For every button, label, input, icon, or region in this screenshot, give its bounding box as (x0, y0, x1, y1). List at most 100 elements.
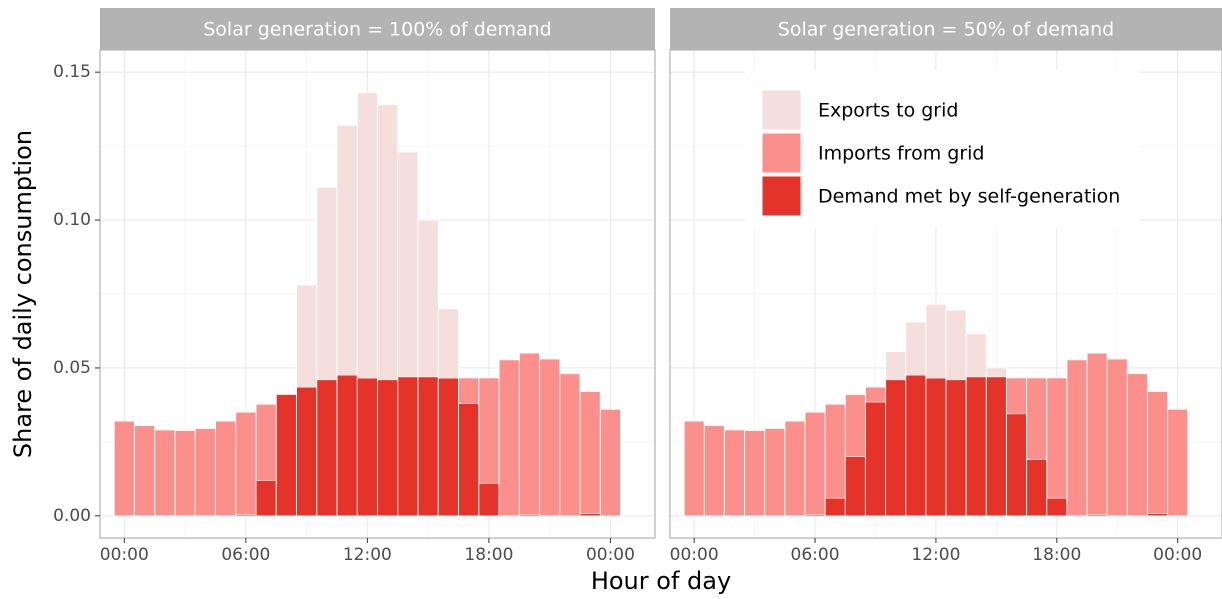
x-tick-label: 18:00 (464, 545, 513, 565)
bar-segment (784, 420, 806, 517)
bar-segment (986, 367, 1007, 378)
bar-segment (905, 374, 926, 517)
bar-segment (925, 304, 947, 379)
bar-segment (885, 379, 906, 517)
legend-label: Imports from grid (818, 143, 984, 165)
bar-segment (458, 403, 479, 517)
bar-segment (1026, 459, 1047, 517)
bar-segment (1066, 359, 1088, 517)
bar-segment (316, 379, 338, 517)
bar-segment (1026, 377, 1047, 460)
x-tick-label: 00:00 (1153, 545, 1202, 565)
y-tick-label: 0.05 (53, 358, 91, 378)
bar-segment (684, 420, 705, 517)
bar-segment (336, 374, 358, 517)
bar-segment (478, 377, 500, 484)
bar-segment (945, 309, 967, 381)
bar-segment (1147, 513, 1168, 517)
bar-segment (966, 376, 987, 517)
legend-label: Exports to grid (818, 100, 958, 122)
bar-segment (114, 420, 135, 517)
y-tick-label: 0.00 (53, 506, 91, 526)
bar-segment (417, 376, 439, 517)
bar-segment (1127, 373, 1148, 517)
x-tick-label: 06:00 (221, 545, 270, 565)
bar-segment (357, 92, 378, 379)
bar-segment (579, 513, 601, 517)
bar-segment (134, 425, 155, 517)
panel-border (99, 49, 656, 539)
panel-border (669, 49, 1222, 539)
x-axis-title: Hour of day (591, 567, 731, 595)
bar-segment (804, 412, 826, 515)
bar-segment (357, 377, 378, 517)
bar-segment (296, 386, 317, 517)
facet-strip (670, 8, 1222, 50)
bar-segment (885, 351, 906, 381)
bar-segment (845, 456, 866, 517)
bar-segment (215, 420, 236, 517)
bar-segment (945, 379, 967, 517)
bar-segment (174, 430, 196, 517)
bar-segment (316, 187, 338, 381)
bar-segment (825, 404, 846, 499)
bar-segment (905, 321, 926, 376)
bar-segment (1086, 352, 1108, 515)
bar-segment (417, 219, 439, 378)
bar-segment (724, 429, 745, 517)
bar-segment (478, 482, 500, 517)
bar-segment (845, 394, 866, 457)
x-tick-label: 00:00 (670, 545, 719, 565)
x-tick-label: 00:00 (100, 545, 149, 565)
bar-segment (1046, 377, 1067, 499)
bar-segment (1006, 413, 1027, 517)
bar-segment (764, 428, 785, 517)
bar-segment (966, 333, 987, 378)
bar-segment (377, 104, 398, 381)
facet-strip (100, 8, 655, 50)
bar-segment (276, 394, 297, 517)
bar-segment (519, 352, 540, 515)
bar-segment (377, 379, 398, 517)
x-tick-label: 12:00 (911, 545, 960, 565)
bar-segment (1006, 377, 1027, 415)
bar-segment (559, 373, 581, 517)
legend-key (761, 132, 802, 174)
bar-segment (1107, 358, 1128, 517)
bar-segment (539, 358, 560, 517)
bar-segment (154, 429, 176, 517)
y-tick-label: 0.10 (53, 210, 91, 230)
bar-segment (458, 377, 479, 404)
bar-segment (704, 425, 725, 517)
bar-segment (1167, 409, 1188, 517)
bar-segment (825, 497, 846, 517)
bar-segment (744, 430, 765, 517)
bar-segment (397, 376, 419, 517)
bar-segment (865, 401, 886, 517)
bar-segment (579, 391, 601, 514)
bar-segment (600, 409, 621, 517)
bar-segment (925, 377, 947, 517)
y-axis-title: Share of daily consumption (9, 130, 37, 458)
bar-segment (986, 376, 1007, 517)
facet-title: Solar generation = 50% of demand (778, 19, 1114, 41)
x-tick-label: 00:00 (586, 545, 635, 565)
y-tick-label: 0.15 (53, 62, 91, 82)
x-tick-label: 18:00 (1032, 545, 1081, 565)
x-tick-label: 06:00 (791, 545, 840, 565)
bar-segment (865, 386, 886, 403)
bar-segment (296, 284, 317, 388)
bar-segment (336, 125, 358, 376)
bar-segment (1147, 391, 1168, 514)
legend-key (761, 89, 802, 131)
legend-box (745, 70, 1140, 228)
facet-title: Solar generation = 100% of demand (203, 19, 552, 41)
bar-segment (255, 480, 277, 517)
bar-segment (397, 151, 419, 378)
bar-segment (255, 404, 277, 481)
bar-segment (1046, 497, 1067, 517)
bar-segment (235, 412, 257, 515)
bar-segment (195, 428, 216, 517)
